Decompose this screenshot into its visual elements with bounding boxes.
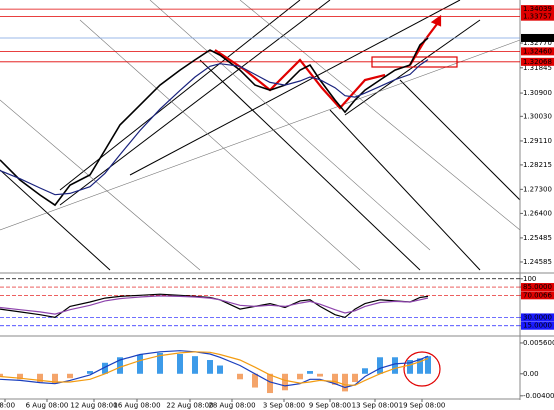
y-tick-label: 1.24585 xyxy=(523,258,552,266)
series-line xyxy=(0,295,429,315)
x-tick-label: 12 Aug 08:00 xyxy=(70,402,117,410)
trend-line xyxy=(399,79,521,201)
histogram-bar xyxy=(282,373,288,391)
x-tick-label: 6 Aug 08:00 xyxy=(26,402,69,410)
y-tick-label: 100 xyxy=(523,275,536,283)
x-tick-label: 08:00 xyxy=(0,402,15,410)
histogram-bar xyxy=(307,371,313,374)
tick-label-box xyxy=(521,321,554,330)
x-tick-label: 3 Sep 08:00 xyxy=(263,402,305,410)
x-tick-label: 22 Aug 08:00 xyxy=(166,402,213,410)
price-level-label: 1.34039 xyxy=(523,5,552,13)
price-level-label: 1.33757 xyxy=(523,13,552,21)
trend-line xyxy=(129,0,461,176)
price-level-box xyxy=(521,12,554,21)
histogram-bar xyxy=(267,373,273,394)
histogram-bar xyxy=(102,362,108,374)
histogram-bar xyxy=(157,352,163,374)
y-tick-label: 1.28215 xyxy=(523,161,552,169)
price-level-box xyxy=(521,5,554,14)
histogram-bar xyxy=(37,373,43,383)
histogram-bar xyxy=(17,373,23,380)
histogram-bar xyxy=(297,373,303,380)
price-level-box xyxy=(521,33,554,42)
trend-line xyxy=(329,109,481,271)
histogram-bar xyxy=(52,373,58,384)
trend-line xyxy=(199,59,421,271)
y-tick-label: 15.0000 xyxy=(523,322,552,330)
histogram-bar xyxy=(317,373,323,377)
y-tick-label: 30.0000 xyxy=(523,313,552,321)
y-tick-label: 1.25485 xyxy=(523,234,552,242)
histogram-bar xyxy=(67,373,73,379)
y-tick-label: 1.32770 xyxy=(523,39,552,47)
trend-line xyxy=(0,169,111,271)
y-tick-label: 1.31845 xyxy=(523,64,552,72)
x-tick-label: 16 Aug 08:00 xyxy=(113,402,160,410)
price-level-box xyxy=(521,57,554,66)
arrow-head xyxy=(430,14,442,27)
histogram-bar xyxy=(237,373,243,380)
x-tick-label: 13 Sep 08:00 xyxy=(352,402,399,410)
trend-line xyxy=(59,0,331,206)
y-tick-label: 0.00 xyxy=(523,370,539,378)
histogram-bar xyxy=(207,360,213,374)
fan-line xyxy=(149,0,431,251)
y-tick-label: 1.26400 xyxy=(523,209,552,217)
histogram-bar xyxy=(252,373,258,388)
y-tick-label: 0.0056007 xyxy=(523,339,554,347)
tick-label-box xyxy=(521,283,554,292)
histogram-bar xyxy=(137,354,143,374)
histogram-bar xyxy=(217,365,223,374)
price-level-label: 1.32068 xyxy=(523,58,552,66)
histogram-bar xyxy=(407,360,413,374)
series-line xyxy=(0,37,429,207)
histogram-bar xyxy=(117,357,123,374)
histogram-bar xyxy=(0,373,3,377)
series-line xyxy=(0,293,429,319)
histogram-bar xyxy=(425,356,431,374)
histogram-bar xyxy=(87,371,93,374)
red-circle xyxy=(403,351,441,387)
price-level-label: 1.32960 xyxy=(523,34,552,42)
y-tick-label: -0.004003 xyxy=(523,392,554,400)
y-tick-label: 1.30030 xyxy=(523,112,552,120)
histogram-bar xyxy=(342,373,348,392)
series-line xyxy=(0,350,429,389)
price-level-label: 1.32460 xyxy=(523,47,552,55)
y-tick-label: 1.30900 xyxy=(523,89,552,97)
histogram-bar xyxy=(417,358,423,374)
series-line xyxy=(0,351,429,386)
tick-label-box xyxy=(521,291,554,300)
histogram-bar xyxy=(362,368,368,374)
y-tick-label: 85.0000 xyxy=(523,283,552,291)
x-tick-label: 9 Sep 08:00 xyxy=(309,402,351,410)
series-line xyxy=(0,59,429,196)
y-tick-label: 70.0066 xyxy=(523,291,552,299)
y-tick-label: 1.29110 xyxy=(523,137,552,145)
x-tick-label: 28 Aug 08:00 xyxy=(208,402,255,410)
histogram-bar xyxy=(177,353,183,374)
red-arrow-path xyxy=(214,49,386,110)
fan-line xyxy=(0,99,201,271)
y-tick-label: 1.27300 xyxy=(523,185,552,193)
histogram-bar xyxy=(377,357,383,374)
histogram-bar xyxy=(192,356,198,374)
tick-label-box xyxy=(521,313,554,322)
fan-line xyxy=(0,39,521,231)
x-tick-label: 19 Sep 08:00 xyxy=(399,402,446,410)
histogram-bar xyxy=(332,373,338,385)
histogram-bar xyxy=(392,357,398,374)
price-level-box xyxy=(521,47,554,56)
histogram-bar xyxy=(352,373,358,383)
